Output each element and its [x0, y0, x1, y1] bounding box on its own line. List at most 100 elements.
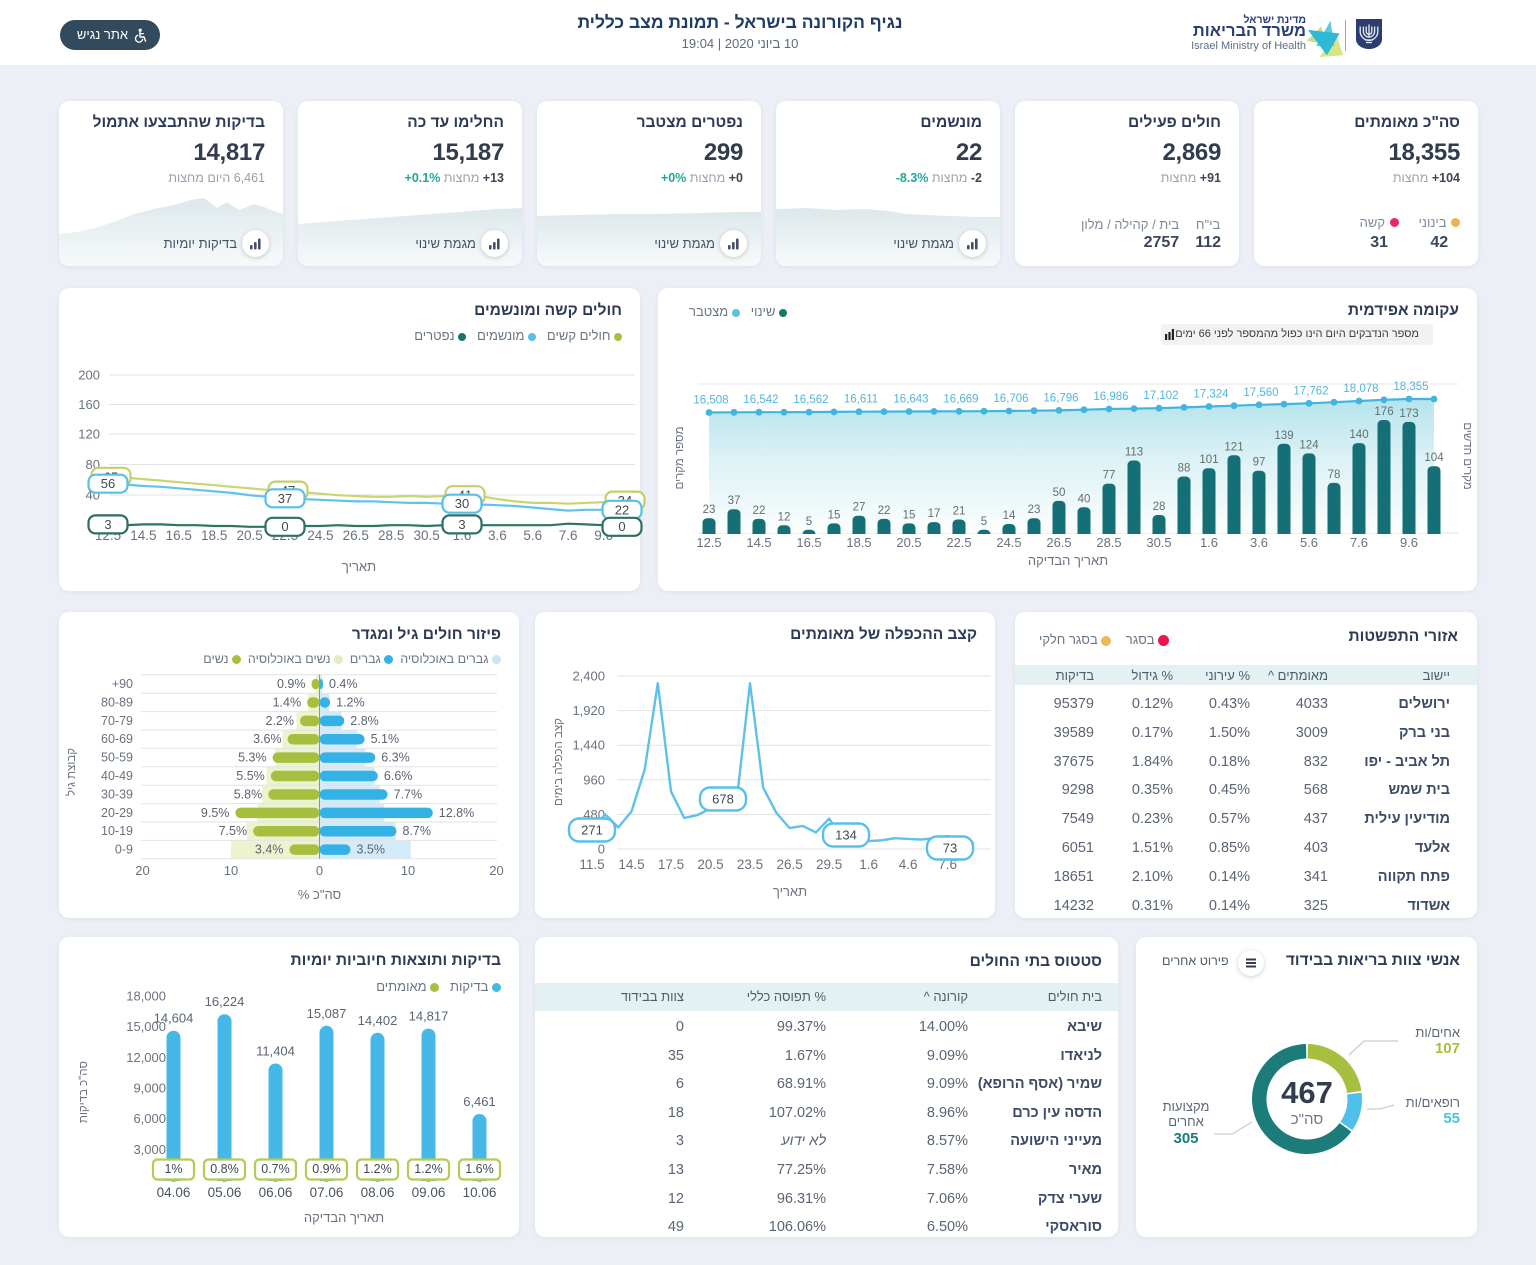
- svg-text:0: 0: [618, 519, 625, 534]
- svg-text:2.8%: 2.8%: [350, 714, 379, 728]
- svg-text:678: 678: [712, 792, 734, 807]
- svg-text:160: 160: [78, 397, 100, 412]
- svg-text:60-69: 60-69: [101, 732, 133, 746]
- svg-text:14,604: 14,604: [154, 1011, 194, 1026]
- svg-text:0-9: 0-9: [115, 843, 133, 857]
- svg-text:1.6: 1.6: [859, 857, 878, 872]
- svg-text:תאריך הבדיקה: תאריך הבדיקה: [304, 1210, 384, 1225]
- svg-text:20.5: 20.5: [697, 857, 723, 872]
- svg-text:0.8%: 0.8%: [210, 1162, 239, 1176]
- svg-text:16,669: 16,669: [943, 393, 978, 405]
- svg-text:139: 139: [1274, 430, 1293, 442]
- svg-text:23: 23: [1028, 504, 1041, 516]
- svg-text:9.5%: 9.5%: [201, 806, 230, 820]
- svg-text:22.5: 22.5: [946, 535, 971, 550]
- svg-text:09.06: 09.06: [412, 1185, 446, 1200]
- svg-text:271: 271: [581, 823, 603, 838]
- svg-text:50-59: 50-59: [101, 751, 133, 765]
- svg-text:26.5: 26.5: [1046, 535, 1071, 550]
- svg-text:30: 30: [455, 496, 469, 511]
- svg-text:0.9%: 0.9%: [277, 677, 306, 691]
- svg-text:6.6%: 6.6%: [384, 769, 413, 783]
- svg-text:2.2%: 2.2%: [266, 714, 295, 728]
- svg-text:6.3%: 6.3%: [381, 751, 410, 765]
- svg-text:20: 20: [489, 863, 503, 878]
- svg-text:1.2%: 1.2%: [363, 1162, 392, 1176]
- svg-text:סה"כ בדיקות: סה"כ בדיקות: [78, 1061, 90, 1123]
- svg-text:20.5: 20.5: [236, 528, 262, 543]
- svg-text:73: 73: [943, 841, 957, 856]
- svg-text:5.1%: 5.1%: [371, 732, 400, 746]
- svg-text:3.6: 3.6: [1250, 535, 1268, 550]
- svg-text:3.6%: 3.6%: [253, 732, 282, 746]
- svg-text:40: 40: [1078, 493, 1091, 505]
- svg-text:21: 21: [953, 506, 966, 518]
- svg-text:מספר מקרים: מספר מקרים: [674, 427, 686, 490]
- svg-text:24.5: 24.5: [996, 535, 1021, 550]
- svg-text:07.06: 07.06: [310, 1185, 344, 1200]
- svg-text:1.2%: 1.2%: [336, 695, 365, 709]
- svg-text:9,000: 9,000: [133, 1081, 166, 1096]
- svg-text:3,000: 3,000: [133, 1142, 166, 1157]
- svg-text:3: 3: [458, 517, 465, 532]
- svg-text:23: 23: [703, 504, 716, 516]
- svg-text:16.5: 16.5: [796, 535, 821, 550]
- svg-text:‎% סה"כ: ‎% סה"כ: [298, 887, 341, 902]
- svg-text:37: 37: [278, 491, 292, 506]
- svg-text:0: 0: [316, 863, 323, 878]
- svg-text:מקרים חדשים: מקרים חדשים: [1461, 422, 1473, 489]
- svg-text:קבוצת גיל: קבוצת גיל: [65, 748, 78, 796]
- svg-text:9.6: 9.6: [1400, 535, 1418, 550]
- svg-text:28.5: 28.5: [378, 528, 404, 543]
- svg-text:5: 5: [981, 516, 987, 528]
- svg-text:88: 88: [1178, 463, 1191, 475]
- svg-text:16,562: 16,562: [793, 394, 828, 406]
- svg-text:5.6: 5.6: [1300, 535, 1318, 550]
- svg-text:30.5: 30.5: [413, 528, 439, 543]
- svg-text:תאריך הבדיקה: תאריך הבדיקה: [1028, 553, 1108, 568]
- svg-text:18,000: 18,000: [126, 989, 166, 1004]
- svg-text:140: 140: [1349, 429, 1368, 441]
- svg-text:104: 104: [1424, 452, 1444, 464]
- svg-text:960: 960: [583, 772, 605, 787]
- svg-text:7.6: 7.6: [559, 528, 578, 543]
- svg-text:5.8%: 5.8%: [234, 787, 263, 801]
- svg-text:10.06: 10.06: [463, 1185, 497, 1200]
- svg-text:20.5: 20.5: [896, 535, 921, 550]
- svg-text:04.06: 04.06: [157, 1185, 191, 1200]
- svg-text:0.7%: 0.7%: [261, 1162, 290, 1176]
- svg-text:29.5: 29.5: [816, 857, 842, 872]
- svg-text:16.5: 16.5: [166, 528, 192, 543]
- svg-text:16,706: 16,706: [993, 393, 1028, 405]
- svg-text:7.6: 7.6: [1350, 535, 1368, 550]
- svg-text:18.5: 18.5: [201, 528, 227, 543]
- svg-text:12.5: 12.5: [696, 535, 721, 550]
- svg-text:1.6%: 1.6%: [465, 1162, 494, 1176]
- svg-text:08.06: 08.06: [361, 1185, 395, 1200]
- svg-text:5: 5: [806, 516, 812, 528]
- svg-text:101: 101: [1199, 454, 1218, 466]
- svg-text:113: 113: [1125, 447, 1143, 459]
- svg-text:124: 124: [1299, 439, 1319, 451]
- svg-text:קצב הכפלה בימים: קצב הכפלה בימים: [552, 718, 565, 806]
- svg-text:30.5: 30.5: [1146, 535, 1171, 550]
- svg-text:10: 10: [401, 863, 415, 878]
- svg-text:0.4%: 0.4%: [329, 677, 358, 691]
- svg-text:6,461: 6,461: [463, 1094, 496, 1109]
- svg-text:22: 22: [615, 502, 629, 517]
- svg-text:15,087: 15,087: [307, 1006, 347, 1021]
- svg-text:0: 0: [598, 842, 605, 857]
- svg-text:26.5: 26.5: [343, 528, 369, 543]
- svg-text:3: 3: [104, 517, 111, 532]
- svg-text:28: 28: [1153, 501, 1166, 513]
- svg-text:3.5%: 3.5%: [357, 843, 386, 857]
- svg-text:12: 12: [778, 511, 791, 523]
- svg-text:70-79: 70-79: [101, 714, 133, 728]
- svg-text:20: 20: [135, 863, 149, 878]
- svg-text:16,611: 16,611: [844, 394, 878, 406]
- svg-text:173: 173: [1399, 408, 1418, 420]
- svg-text:22: 22: [878, 505, 891, 517]
- svg-text:7.6: 7.6: [938, 857, 957, 872]
- svg-text:18,355: 18,355: [1393, 381, 1428, 393]
- svg-text:12.8%: 12.8%: [439, 806, 474, 820]
